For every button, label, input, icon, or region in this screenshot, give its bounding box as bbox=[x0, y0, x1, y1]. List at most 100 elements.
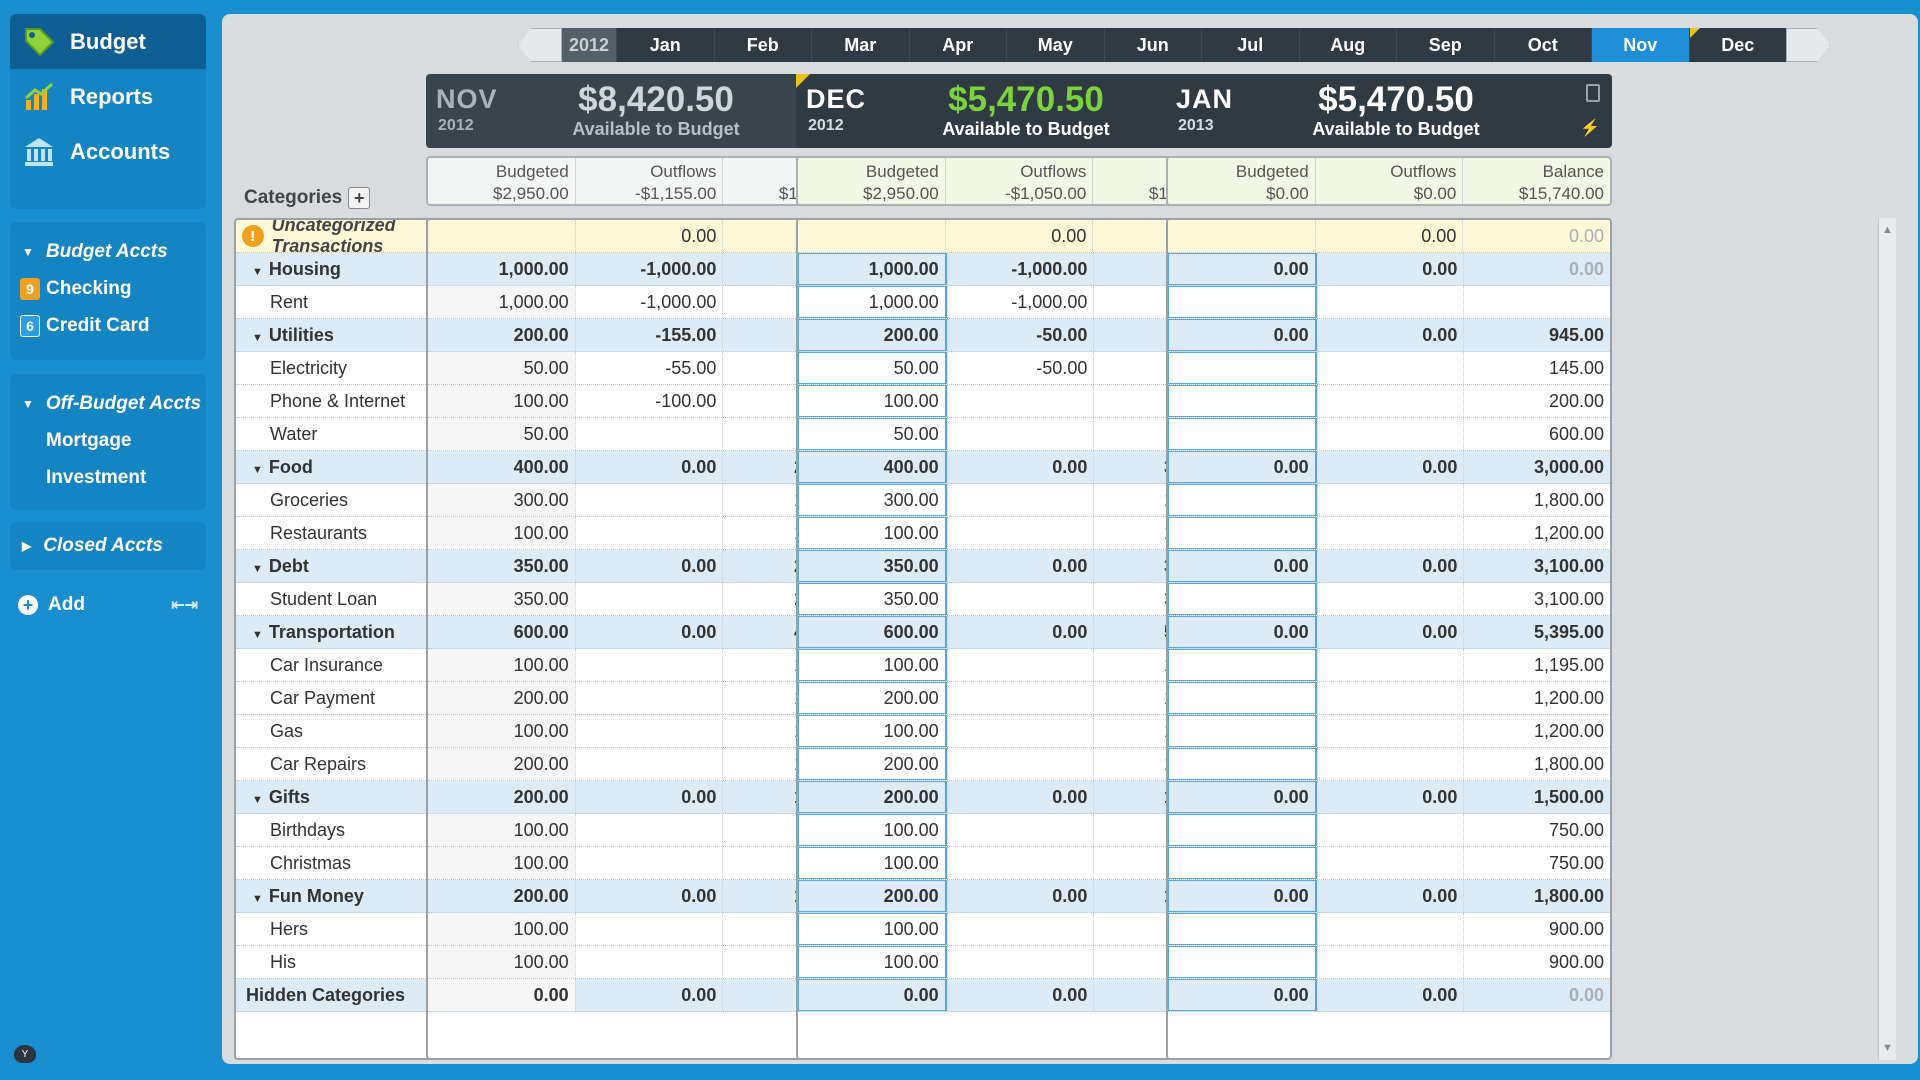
budgeted-cell[interactable] bbox=[1168, 946, 1317, 978]
budgeted-cell[interactable]: 0.00 bbox=[1168, 550, 1317, 582]
budgeted-cell[interactable]: 50.00 bbox=[428, 352, 575, 384]
category-row[interactable]: Electricity bbox=[236, 352, 508, 385]
month-tab-jun[interactable]: Jun bbox=[1103, 28, 1202, 62]
category-row[interactable]: Car Payment bbox=[236, 682, 508, 715]
budgeted-cell[interactable]: 200.00 bbox=[798, 880, 947, 912]
add-account-label[interactable]: Add bbox=[48, 594, 85, 615]
category-row[interactable]: Car Insurance bbox=[236, 649, 508, 682]
category-row[interactable]: Restaurants bbox=[236, 517, 508, 550]
budgeted-cell[interactable] bbox=[1168, 814, 1317, 846]
budgeted-cell[interactable]: 200.00 bbox=[513, 786, 569, 807]
budgeted-cell[interactable]: 350.00 bbox=[798, 550, 947, 582]
budgeted-cell[interactable] bbox=[1168, 583, 1317, 615]
budgeted-cell[interactable] bbox=[1168, 748, 1317, 780]
budgeted-cell[interactable] bbox=[1168, 352, 1317, 384]
budgeted-cell[interactable]: 300.00 bbox=[428, 484, 575, 516]
budgeted-cell[interactable]: 200.00 bbox=[513, 324, 569, 345]
quick-budget-icon[interactable]: ⚡ bbox=[1580, 120, 1600, 137]
nav-accounts[interactable]: Accounts bbox=[10, 124, 206, 179]
category-row[interactable]: His bbox=[236, 946, 508, 979]
budgeted-cell[interactable]: 200.00 bbox=[798, 319, 947, 351]
budget-accts-toggle[interactable]: ▼ Budget Accts bbox=[10, 234, 206, 270]
category-row[interactable]: Christmas bbox=[236, 847, 508, 880]
category-row[interactable]: Phone & Internet bbox=[236, 385, 508, 418]
month-tab-may[interactable]: May bbox=[1006, 28, 1104, 62]
budgeted-cell[interactable]: 0.00 bbox=[1168, 319, 1317, 351]
budgeted-cell[interactable] bbox=[1168, 913, 1317, 945]
budgeted-cell[interactable]: 200.00 bbox=[428, 682, 575, 714]
category-row[interactable]: Gas bbox=[236, 715, 508, 748]
account-mortgage[interactable]: Mortgage bbox=[10, 422, 206, 459]
budgeted-cell[interactable]: 350.00 bbox=[428, 583, 575, 615]
budgeted-cell[interactable] bbox=[1168, 682, 1317, 714]
budgeted-cell[interactable] bbox=[1168, 418, 1317, 450]
offbudget-accts-toggle[interactable]: ▼ Off-Budget Accts bbox=[10, 386, 206, 422]
budgeted-cell[interactable]: 1,000.00 bbox=[428, 286, 575, 318]
budgeted-cell[interactable]: 50.00 bbox=[798, 352, 947, 384]
category-row[interactable]: Rent bbox=[236, 286, 508, 319]
budgeted-cell[interactable] bbox=[428, 220, 575, 252]
budgeted-cell[interactable] bbox=[1168, 286, 1317, 318]
month-tab-oct[interactable]: Oct bbox=[1493, 28, 1592, 62]
expand-triangle-icon[interactable]: ▼ bbox=[252, 892, 263, 905]
budgeted-cell[interactable]: 100.00 bbox=[798, 385, 947, 417]
budgeted-cell[interactable]: 0.00 bbox=[1168, 880, 1317, 912]
month-tab-aug[interactable]: Aug bbox=[1298, 28, 1397, 62]
budgeted-cell[interactable]: 0.00 bbox=[1168, 451, 1317, 483]
budgeted-cell[interactable] bbox=[798, 220, 945, 252]
account-checking[interactable]: 9 Checking bbox=[10, 270, 206, 307]
budgeted-cell[interactable]: 100.00 bbox=[798, 715, 947, 747]
budgeted-cell[interactable]: 0.00 bbox=[1168, 781, 1317, 813]
month-tab-mar[interactable]: Mar bbox=[811, 28, 909, 62]
budgeted-cell[interactable] bbox=[1168, 715, 1317, 747]
budgeted-cell[interactable]: 0.00 bbox=[428, 979, 575, 1011]
budgeted-cell[interactable]: 1,000.00 bbox=[798, 253, 947, 285]
add-account-icon[interactable]: + bbox=[18, 595, 38, 615]
category-row[interactable]: Student Loan bbox=[236, 583, 508, 616]
budgeted-cell[interactable]: 100.00 bbox=[428, 814, 575, 846]
budgeted-cell[interactable]: 200.00 bbox=[428, 748, 575, 780]
expand-triangle-icon[interactable]: ▼ bbox=[252, 628, 263, 641]
budgeted-cell[interactable]: 50.00 bbox=[428, 418, 575, 450]
expand-triangle-icon[interactable]: ▼ bbox=[252, 265, 263, 278]
category-row[interactable]: Car Repairs bbox=[236, 748, 508, 781]
budgeted-cell[interactable]: 100.00 bbox=[428, 517, 575, 549]
vertical-scrollbar[interactable]: ▲ ▼ bbox=[1878, 218, 1896, 1060]
scroll-down-icon[interactable]: ▼ bbox=[1882, 1042, 1893, 1054]
budgeted-cell[interactable] bbox=[1168, 484, 1317, 516]
budgeted-cell[interactable] bbox=[1168, 649, 1317, 681]
budgeted-cell[interactable]: 200.00 bbox=[798, 781, 947, 813]
budgeted-cell[interactable]: 200.00 bbox=[798, 682, 947, 714]
budgeted-cell[interactable]: 100.00 bbox=[428, 649, 575, 681]
budgeted-cell[interactable]: 1,000.00 bbox=[798, 286, 947, 318]
note-icon[interactable] bbox=[1586, 84, 1600, 102]
month-tab-jul[interactable]: Jul bbox=[1201, 28, 1299, 62]
category-row[interactable]: Water bbox=[236, 418, 508, 451]
budgeted-cell[interactable]: 0.00 bbox=[798, 979, 947, 1011]
budgeted-cell[interactable]: 400.00 bbox=[513, 456, 569, 477]
budgeted-cell[interactable]: 600.00 bbox=[513, 621, 569, 642]
category-row[interactable]: Hers bbox=[236, 913, 508, 946]
budgeted-cell[interactable]: 100.00 bbox=[798, 913, 947, 945]
month-tab-sep[interactable]: Sep bbox=[1396, 28, 1494, 62]
budgeted-cell[interactable]: 0.00 bbox=[1168, 616, 1317, 648]
budgeted-cell[interactable]: 100.00 bbox=[798, 847, 947, 879]
month-tab-dec[interactable]: Dec bbox=[1688, 28, 1787, 62]
nav-budget[interactable]: Budget bbox=[10, 14, 206, 69]
feedback-icon[interactable]: Y bbox=[14, 1045, 36, 1063]
budgeted-cell[interactable]: 1,000.00 bbox=[498, 258, 569, 279]
month-tab-nov[interactable]: Nov bbox=[1591, 28, 1689, 62]
expand-triangle-icon[interactable]: ▼ bbox=[252, 331, 263, 344]
budgeted-cell[interactable]: 100.00 bbox=[798, 649, 947, 681]
budgeted-cell[interactable] bbox=[1168, 517, 1317, 549]
month-tab-feb[interactable]: Feb bbox=[713, 28, 812, 62]
add-category-button[interactable]: + bbox=[348, 187, 371, 209]
budgeted-cell[interactable]: 0.00 bbox=[1168, 253, 1317, 285]
budgeted-cell[interactable]: 200.00 bbox=[513, 885, 569, 906]
account-credit-card[interactable]: 6 Credit Card bbox=[10, 307, 206, 344]
budgeted-cell[interactable] bbox=[1168, 220, 1315, 252]
category-row[interactable]: Groceries bbox=[236, 484, 508, 517]
budgeted-cell[interactable]: 100.00 bbox=[798, 946, 947, 978]
budgeted-cell[interactable]: 400.00 bbox=[798, 451, 947, 483]
budgeted-cell[interactable]: 100.00 bbox=[428, 946, 575, 978]
